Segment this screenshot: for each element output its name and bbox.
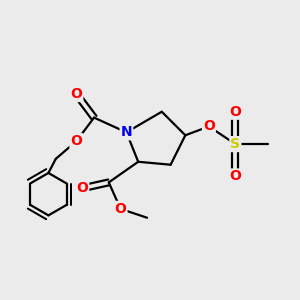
Text: S: S	[230, 137, 240, 151]
Text: N: N	[121, 125, 132, 139]
Text: O: O	[203, 119, 215, 134]
Text: O: O	[230, 105, 241, 119]
Text: O: O	[70, 134, 82, 148]
Text: O: O	[70, 87, 82, 101]
Text: O: O	[115, 202, 127, 216]
Text: O: O	[230, 169, 241, 184]
Text: O: O	[76, 181, 88, 195]
